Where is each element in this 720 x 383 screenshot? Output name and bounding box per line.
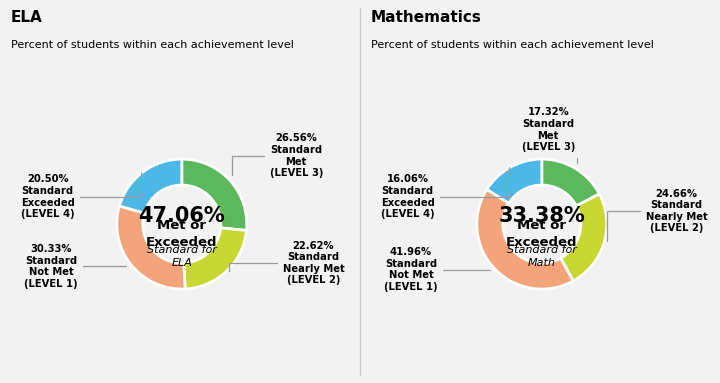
Wedge shape — [487, 159, 542, 203]
Text: 20.50%
Standard
Exceeded
(LEVEL 4): 20.50% Standard Exceeded (LEVEL 4) — [21, 172, 141, 219]
Text: Percent of students within each achievement level: Percent of students within each achievem… — [11, 40, 294, 50]
Wedge shape — [477, 190, 573, 289]
Text: 33.38%: 33.38% — [498, 206, 585, 226]
Text: ELA: ELA — [11, 10, 42, 25]
Text: Met or
Exceeded: Met or Exceeded — [506, 219, 577, 249]
Text: 22.62%
Standard
Nearly Met
(LEVEL 2): 22.62% Standard Nearly Met (LEVEL 2) — [229, 241, 344, 285]
Text: 16.06%
Standard
Exceeded
(LEVEL 4): 16.06% Standard Exceeded (LEVEL 4) — [381, 167, 509, 219]
Text: Met or
Exceeded: Met or Exceeded — [146, 219, 217, 249]
Wedge shape — [561, 194, 607, 281]
Text: 24.66%
Standard
Nearly Met
(LEVEL 2): 24.66% Standard Nearly Met (LEVEL 2) — [607, 189, 708, 241]
Text: 41.96%
Standard
Not Met
(LEVEL 1): 41.96% Standard Not Met (LEVEL 1) — [384, 247, 490, 292]
Wedge shape — [181, 159, 247, 231]
Text: Percent of students within each achievement level: Percent of students within each achievem… — [371, 40, 654, 50]
Text: Mathematics: Mathematics — [371, 10, 482, 25]
Text: Standard for
ELA: Standard for ELA — [147, 245, 217, 268]
Text: 26.56%
Standard
Met
(LEVEL 3): 26.56% Standard Met (LEVEL 3) — [233, 133, 323, 178]
Wedge shape — [541, 159, 599, 206]
Text: Standard for
Math: Standard for Math — [507, 245, 577, 268]
Text: 47.06%: 47.06% — [138, 206, 225, 226]
Text: 17.32%
Standard
Met
(LEVEL 3): 17.32% Standard Met (LEVEL 3) — [521, 107, 577, 163]
Wedge shape — [184, 228, 246, 289]
Wedge shape — [117, 206, 185, 289]
Wedge shape — [120, 159, 181, 213]
Text: 30.33%
Standard
Not Met
(LEVEL 1): 30.33% Standard Not Met (LEVEL 1) — [24, 244, 125, 289]
